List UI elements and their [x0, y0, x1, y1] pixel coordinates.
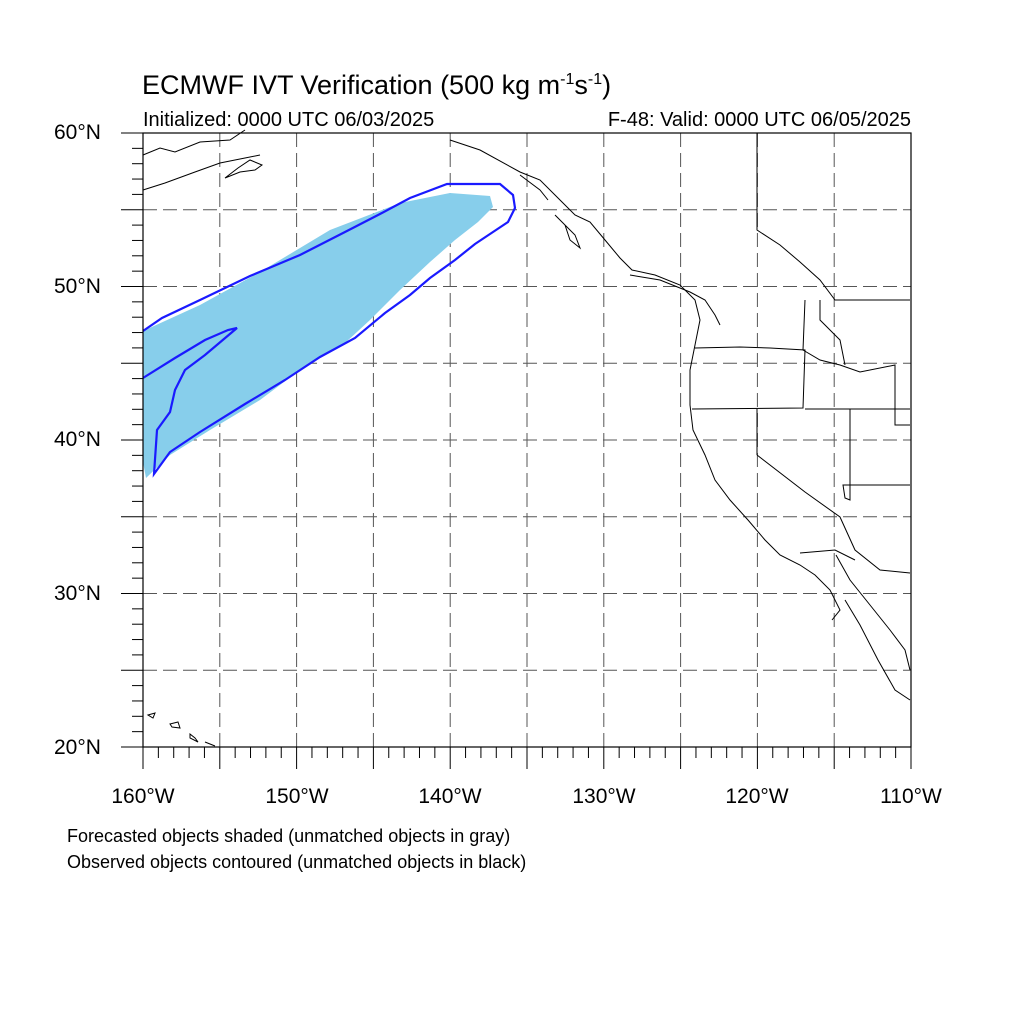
- lon-label-160w: 160°W: [111, 785, 175, 808]
- plot-frame: [142, 132, 912, 748]
- forecast-object: [143, 193, 493, 478]
- lat-label-50: 50°N: [54, 275, 101, 298]
- graticule: [143, 133, 911, 747]
- legend-note-observed: Observed objects contoured (unmatched ob…: [67, 852, 527, 872]
- lon-label-140w: 140°W: [418, 785, 482, 808]
- lon-label-150w: 150°W: [265, 785, 329, 808]
- lon-label-120w: 120°W: [725, 785, 789, 808]
- chart-title: ECMWF IVT Verification (500 kg m-1s-1): [142, 70, 612, 100]
- coastlines: [142, 129, 911, 747]
- lon-label-110w: 110°W: [880, 785, 942, 808]
- lat-label-40: 40°N: [54, 428, 101, 451]
- initialized-time: Initialized: 0000 UTC 06/03/2025: [143, 109, 435, 131]
- legend-note-forecast: Forecasted objects shaded (unmatched obj…: [67, 826, 511, 846]
- lat-label-60: 60°N: [54, 121, 101, 144]
- state-borders: [691, 133, 910, 561]
- lat-label-20: 20°N: [54, 736, 101, 759]
- lat-label-30: 30°N: [54, 582, 101, 605]
- observed-object-contour: [142, 182, 517, 478]
- axis-ticks: [121, 132, 912, 769]
- valid-time: F-48: Valid: 0000 UTC 06/05/2025: [607, 109, 911, 131]
- lon-label-130w: 130°W: [572, 785, 636, 808]
